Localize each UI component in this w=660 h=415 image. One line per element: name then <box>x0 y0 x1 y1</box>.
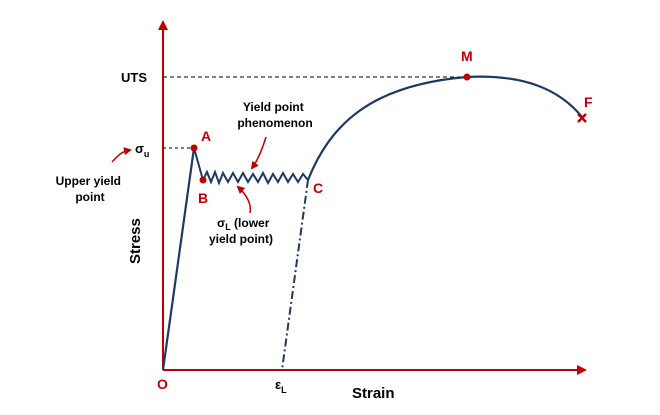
lower-yield-label-line2: yield point) <box>209 232 273 246</box>
point-a-marker <box>190 144 198 152</box>
epsilon-l-label: εL <box>275 377 287 395</box>
uts-label: UTS <box>121 70 147 85</box>
x-axis-label: Strain <box>352 385 395 402</box>
lower-yield-arrow <box>236 185 252 214</box>
lower-yield-label: σL (lower <box>217 216 270 232</box>
point-f-cross-icon <box>577 113 587 123</box>
strain-hardening-curve <box>306 75 583 181</box>
yield-phenomenon-label: Yield point phenomenon <box>237 100 312 130</box>
point-f-label: F <box>584 94 593 110</box>
point-m-marker <box>463 73 471 81</box>
point-c-label: C <box>313 180 323 196</box>
yield-plateau-curve <box>193 147 309 186</box>
point-a-label: A <box>201 128 211 144</box>
y-axis-label: Stress <box>127 218 144 264</box>
unloading-line <box>281 179 309 371</box>
upper-yield-arrow <box>111 147 132 163</box>
sigma-u-label: σu <box>135 141 149 159</box>
upper-yield-label: Upper yield point <box>56 174 125 204</box>
point-b-marker <box>199 176 207 184</box>
elastic-line <box>161 147 196 371</box>
origin-label: O <box>157 376 168 392</box>
point-m-label: M <box>461 48 473 64</box>
point-b-label: B <box>198 190 208 206</box>
yield-phenomenon-arrow <box>250 136 267 170</box>
